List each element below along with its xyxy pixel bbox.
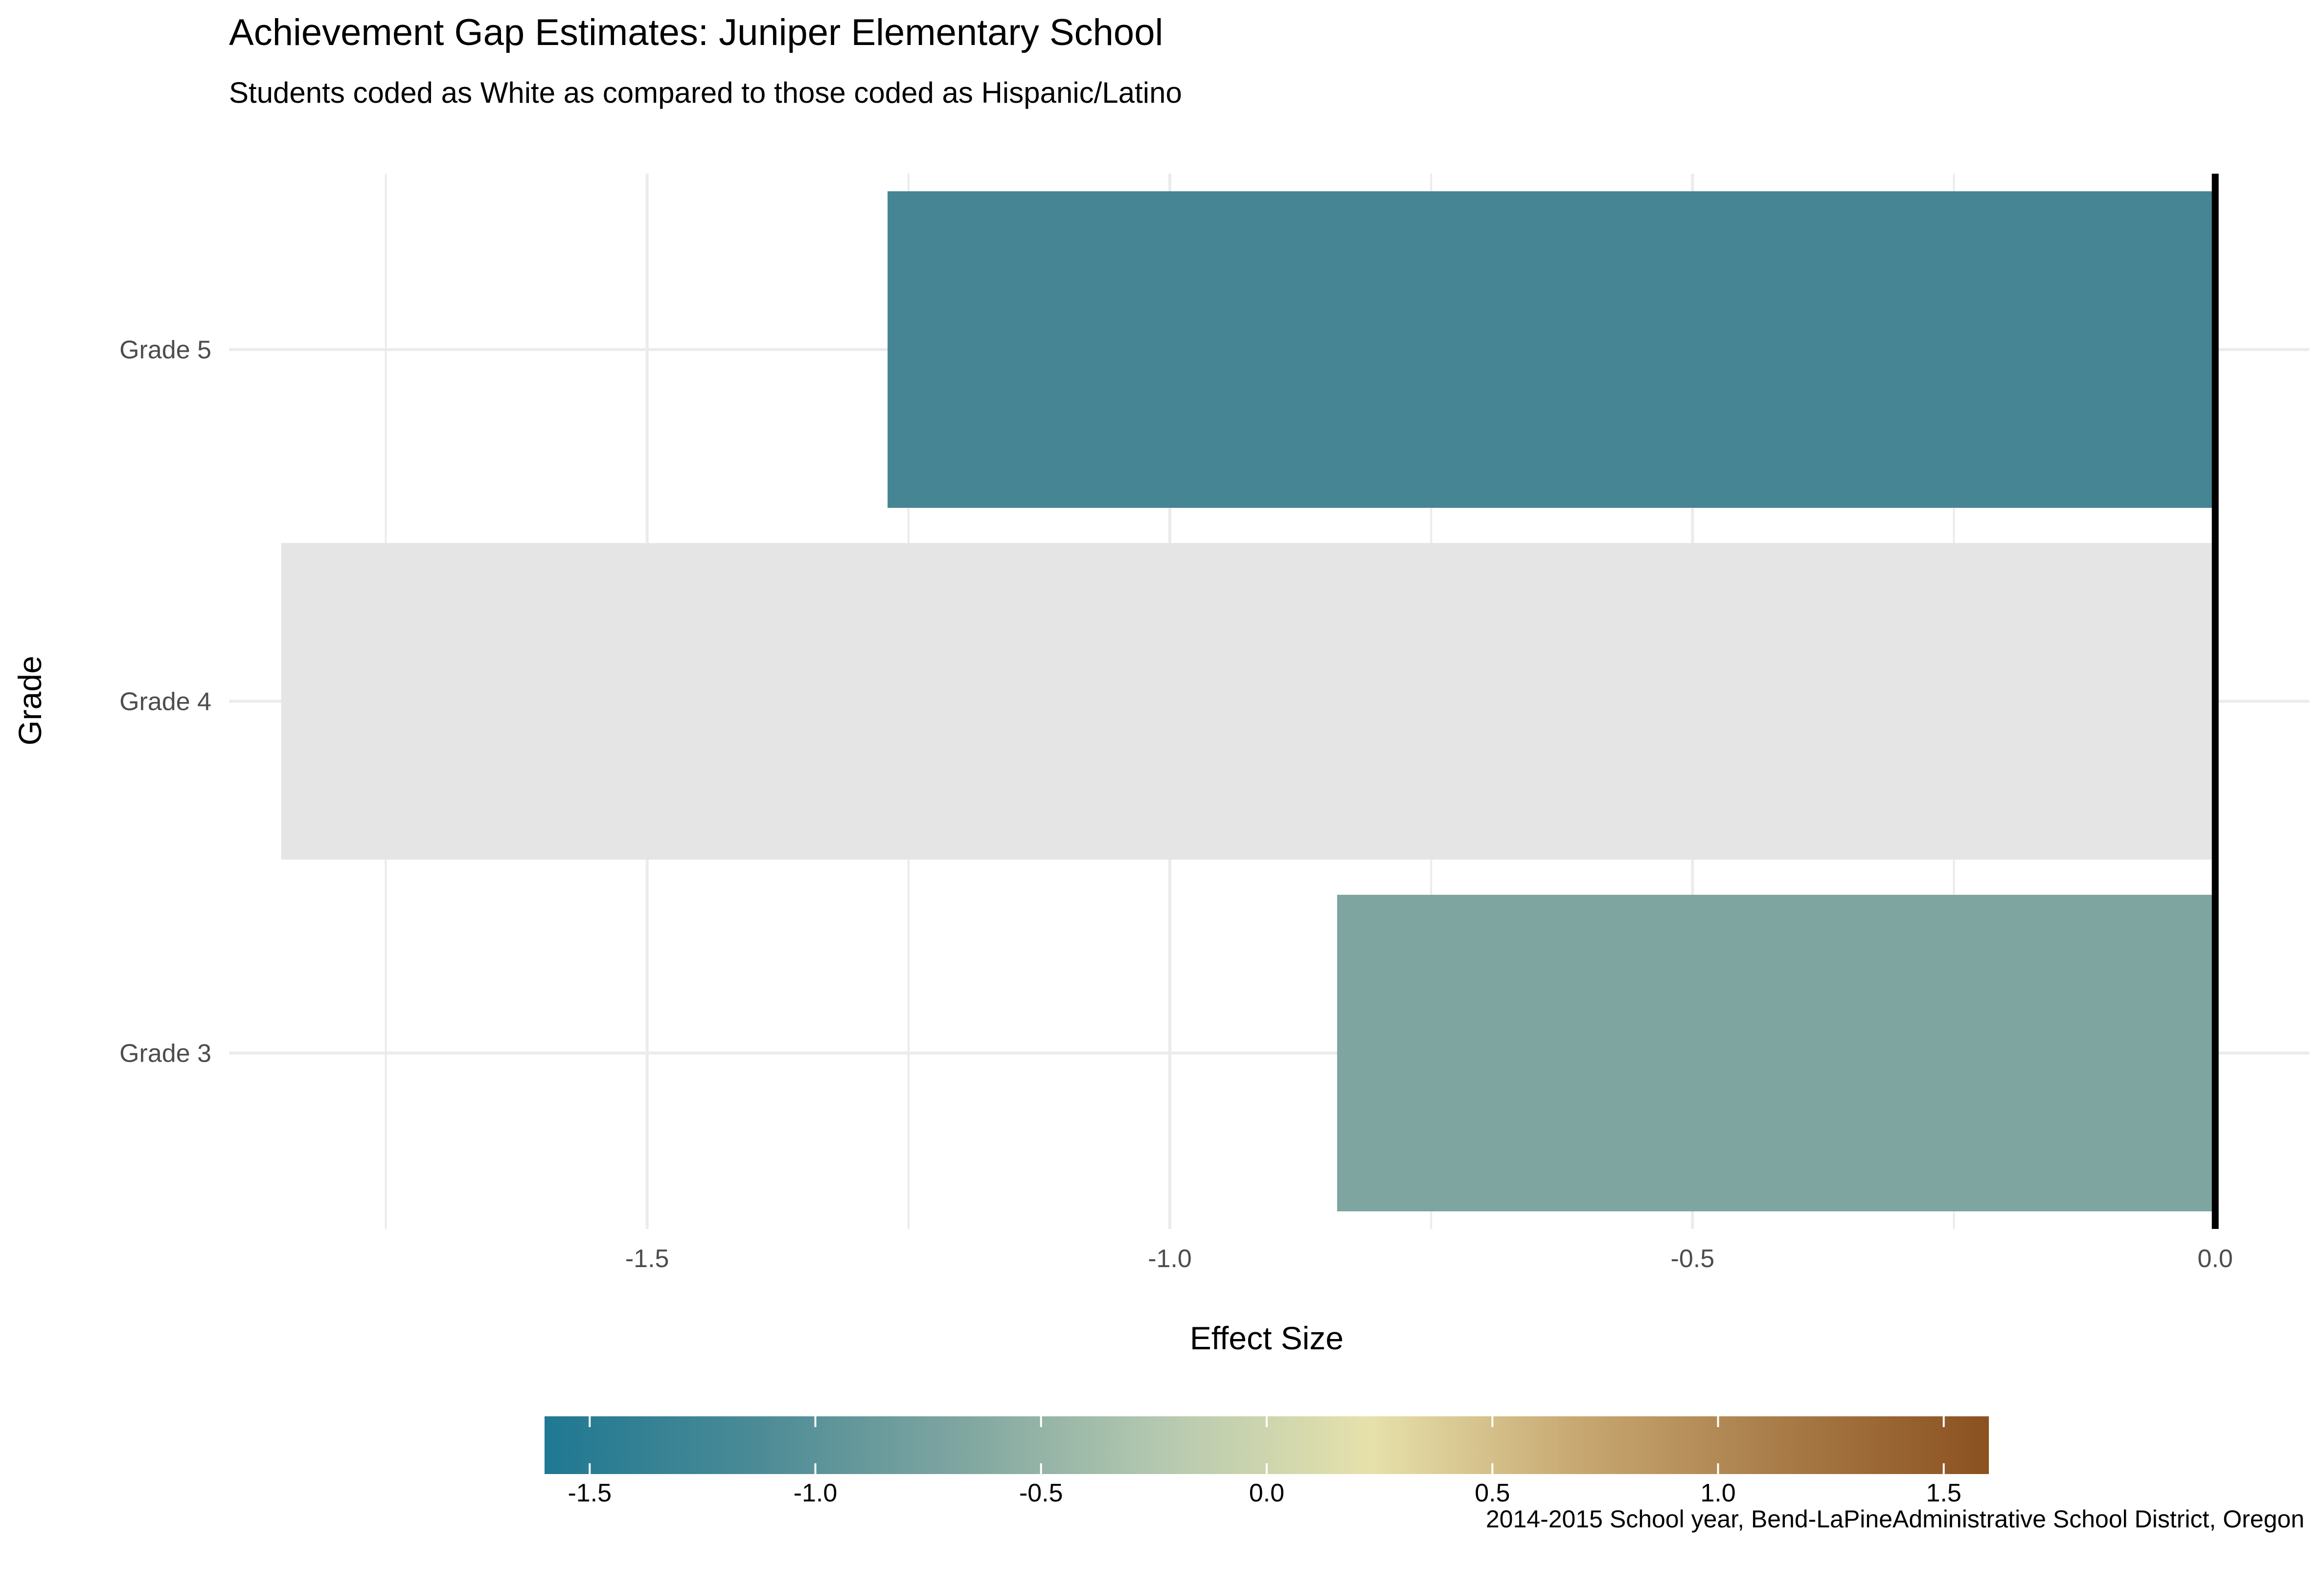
y-tick-label: Grade 3 <box>119 1040 211 1068</box>
colorbar-tick-label: -1.0 <box>794 1479 838 1507</box>
chart-title: Achievement Gap Estimates: Juniper Eleme… <box>229 12 1163 53</box>
x-tick-label: -0.5 <box>1671 1245 1715 1273</box>
colorbar-tick-label: 0.5 <box>1475 1479 1510 1507</box>
y-axis-title: Grade <box>12 656 48 745</box>
y-tick-label: Grade 5 <box>119 336 211 364</box>
bar-grade-4 <box>281 543 2215 860</box>
colorbar-tick-label: -1.5 <box>568 1479 612 1507</box>
x-tick-label: -1.5 <box>625 1245 669 1273</box>
x-tick-label: -1.0 <box>1148 1245 1192 1273</box>
x-tick-label: 0.0 <box>2198 1245 2233 1273</box>
x-axis-title: Effect Size <box>1190 1320 1344 1356</box>
chart-subtitle: Students coded as White as compared to t… <box>229 76 1182 109</box>
y-tick-label: Grade 4 <box>119 688 211 716</box>
colorbar-tick-label: -0.5 <box>1019 1479 1063 1507</box>
colorbar-tick-label: 0.0 <box>1249 1479 1284 1507</box>
bar-grade-3 <box>1337 894 2215 1212</box>
bar-grade-5 <box>888 191 2215 508</box>
x-axis-ticks: -1.5 -1.0 -0.5 0.0 <box>625 1245 2233 1273</box>
colorbar-tick-label: 1.0 <box>1700 1479 1735 1507</box>
chart-caption: 2014-2015 School year, Bend-LaPineAdmini… <box>1486 1505 2304 1533</box>
colorbar-tick-label: 1.5 <box>1926 1479 1961 1507</box>
colorbar-legend: -1.5 -1.0 -0.5 0.0 0.5 1.0 1.5 <box>545 1416 1989 1507</box>
bars <box>281 191 2215 1212</box>
y-axis-ticks: Grade 3 Grade 4 Grade 5 <box>119 336 211 1068</box>
